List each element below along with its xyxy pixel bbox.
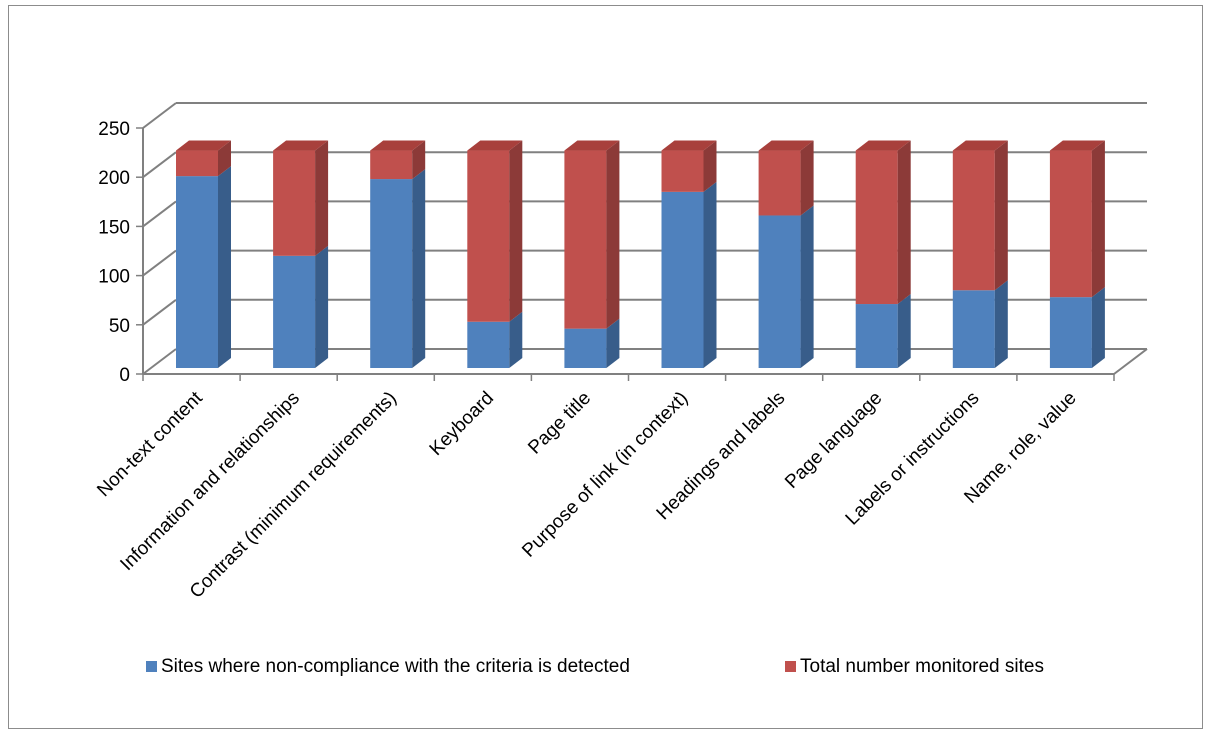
bar-segment-top [370,140,426,151]
bar-segment-side [703,181,717,368]
gridline-diagonal [142,348,177,375]
bar-segment-side [800,140,814,216]
bar-segment-side [315,245,329,368]
x-tick-label: Non-text content [93,387,207,501]
bar-segment-side [606,318,620,368]
bar-segment-side [509,140,523,322]
y-tick-label: 200 [98,168,130,189]
x-tick-label: Page language [781,388,886,493]
bar-segment-top [564,140,620,151]
bar-segment [661,150,704,192]
bar-segment [370,150,413,180]
bar-segment [176,150,218,177]
bar-segment [564,328,607,368]
bar-segment-top [661,140,717,151]
bar-segment [467,150,510,322]
bar-segment-side [897,140,911,305]
bar-segment-side [703,140,717,192]
x-tick-label: Page title [524,388,595,459]
bar-segment-side [218,166,231,368]
bar-segment-side [1091,287,1105,368]
x-axis-diagonal [1113,348,1148,375]
y-tick-label: 250 [98,119,130,140]
bar-segment-top [176,140,231,151]
y-tick-label: 150 [98,217,130,238]
bars [176,140,1105,368]
bar-segment-side [218,140,231,177]
gridline-diagonal [142,102,177,129]
legend-label: Total number monitored sites [800,656,1044,677]
x-tick-label: Keyboard [426,388,498,460]
bar-segment [467,321,510,368]
bar-segment [564,150,607,329]
gridline-diagonal [142,151,177,178]
bar-segment [273,150,316,256]
y-tick-label: 0 [119,365,130,386]
bar-segment [370,179,413,368]
bar-segment [952,290,995,368]
bar-segment-top [758,140,814,151]
bar-segment [758,215,801,368]
legend-label: Sites where non-compliance with the crit… [161,656,630,677]
bar-segment-side [509,311,523,368]
gridline-diagonal [142,299,177,326]
x-tick-label: Information and relationships [116,388,303,575]
bar-segment-side [315,140,329,256]
bar-segment-side [412,169,426,368]
bar-segment [855,150,898,305]
gridline-diagonal [142,200,177,228]
bar-segment [661,191,704,368]
bar-segment-side [994,140,1008,291]
bar-segment-top [467,140,523,151]
bar-segment-top [855,140,911,151]
x-tick-label: Contrast (minimum requirements) [186,388,401,603]
bar-segment-side [412,140,426,180]
bar-segment-top [273,140,329,151]
legend-swatch [785,661,796,672]
y-tick-label: 100 [98,267,130,288]
bar-segment [273,255,316,368]
bar-segment-side [606,140,620,329]
bar-segment-top [1049,140,1105,151]
gridline-diagonal [142,249,177,277]
bar-segment [1049,150,1092,298]
bar-segment [758,150,801,216]
bar-segment [855,304,898,368]
x-tick-label: Purpose of link (in context) [518,388,692,562]
y-tick-label: 50 [109,316,130,337]
bar-segment-side [994,280,1008,368]
bar-segment-side [897,294,911,368]
axes [136,127,1148,381]
bar-segment [952,150,995,291]
bar-segment-side [800,205,814,368]
bar-segment-side [1091,140,1105,298]
bar-segment [176,176,218,368]
bar-segment-top [952,140,1008,151]
legend-swatch [146,661,157,672]
legend: Sites where non-compliance with the crit… [146,656,1044,677]
bar-segment [1049,297,1092,368]
